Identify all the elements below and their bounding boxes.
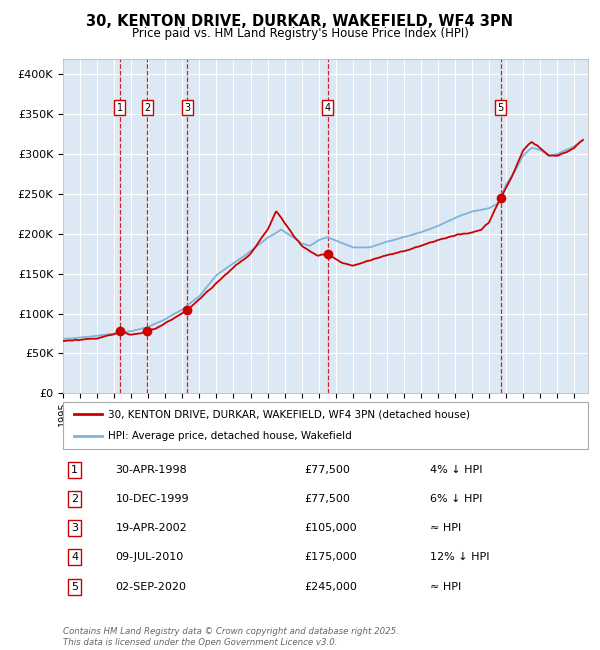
Text: 4: 4 (71, 552, 78, 562)
Text: £77,500: £77,500 (305, 494, 350, 504)
Text: 5: 5 (71, 582, 78, 592)
Text: Price paid vs. HM Land Registry's House Price Index (HPI): Price paid vs. HM Land Registry's House … (131, 27, 469, 40)
Text: 30, KENTON DRIVE, DURKAR, WAKEFIELD, WF4 3PN: 30, KENTON DRIVE, DURKAR, WAKEFIELD, WF4… (86, 14, 514, 29)
Text: 4% ↓ HPI: 4% ↓ HPI (431, 465, 483, 474)
Text: 1: 1 (71, 465, 78, 474)
Text: 4: 4 (325, 103, 331, 113)
Text: £105,000: £105,000 (305, 523, 357, 533)
Text: 6% ↓ HPI: 6% ↓ HPI (431, 494, 483, 504)
Text: £77,500: £77,500 (305, 465, 350, 474)
Text: £175,000: £175,000 (305, 552, 357, 562)
Text: 2: 2 (144, 103, 151, 113)
Text: 1: 1 (116, 103, 123, 113)
Text: 19-APR-2002: 19-APR-2002 (115, 523, 187, 533)
Text: 12% ↓ HPI: 12% ↓ HPI (431, 552, 490, 562)
Text: 30, KENTON DRIVE, DURKAR, WAKEFIELD, WF4 3PN (detached house): 30, KENTON DRIVE, DURKAR, WAKEFIELD, WF4… (107, 410, 470, 419)
FancyBboxPatch shape (63, 402, 588, 448)
Text: 3: 3 (184, 103, 190, 113)
Text: £245,000: £245,000 (305, 582, 358, 592)
Text: ≈ HPI: ≈ HPI (431, 523, 462, 533)
Text: 09-JUL-2010: 09-JUL-2010 (115, 552, 184, 562)
Text: 10-DEC-1999: 10-DEC-1999 (115, 494, 189, 504)
Text: 30-APR-1998: 30-APR-1998 (115, 465, 187, 474)
Text: Contains HM Land Registry data © Crown copyright and database right 2025.
This d: Contains HM Land Registry data © Crown c… (63, 627, 399, 647)
Text: 02-SEP-2020: 02-SEP-2020 (115, 582, 187, 592)
Text: ≈ HPI: ≈ HPI (431, 582, 462, 592)
Text: 2: 2 (71, 494, 78, 504)
Text: 5: 5 (497, 103, 503, 113)
Text: HPI: Average price, detached house, Wakefield: HPI: Average price, detached house, Wake… (107, 431, 352, 441)
Text: 3: 3 (71, 523, 78, 533)
